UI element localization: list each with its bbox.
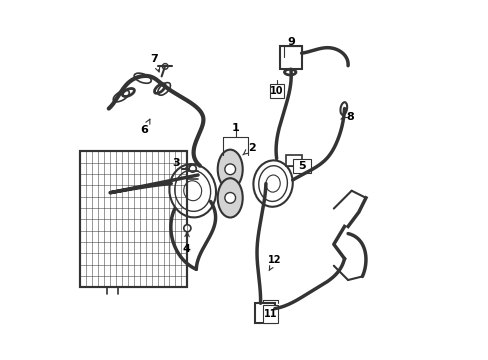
Ellipse shape (217, 178, 242, 217)
Circle shape (183, 225, 190, 232)
Text: 3: 3 (172, 158, 190, 168)
Circle shape (189, 165, 196, 172)
Text: 5: 5 (297, 161, 305, 171)
Text: 9: 9 (286, 37, 294, 48)
Text: 7: 7 (150, 54, 160, 72)
Text: 12: 12 (267, 255, 281, 271)
Text: 2: 2 (243, 143, 255, 155)
Text: 10: 10 (270, 86, 283, 96)
Bar (255, 303, 274, 323)
Text: 4: 4 (183, 232, 190, 253)
Bar (285, 155, 302, 166)
Circle shape (224, 164, 235, 175)
Text: 1: 1 (231, 123, 239, 133)
Bar (280, 46, 301, 69)
Text: 11: 11 (264, 309, 277, 319)
Text: 8: 8 (346, 112, 353, 122)
Bar (80, 152, 187, 287)
Ellipse shape (217, 150, 242, 189)
Text: 6: 6 (140, 119, 149, 135)
Circle shape (162, 64, 168, 69)
Bar (80, 152, 187, 287)
Bar (263, 305, 277, 323)
Bar (270, 84, 283, 98)
Circle shape (224, 193, 235, 203)
Bar (292, 158, 310, 173)
